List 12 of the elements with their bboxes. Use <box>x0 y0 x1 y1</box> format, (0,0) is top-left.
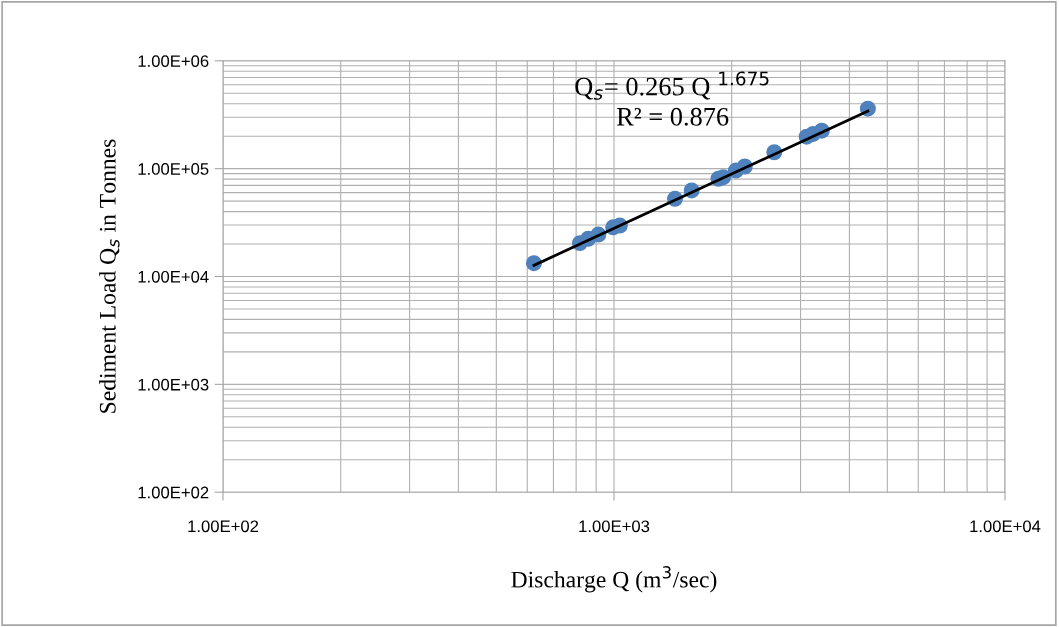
x-axis-title: Discharge Q (m$^{3}$/sec) <box>511 566 717 593</box>
y-tick-label: 1.00E+03 <box>138 378 209 391</box>
x-tick-label: 1.00E+02 <box>188 520 259 533</box>
y-axis-title: Sediment Load Q$_{s}$ in Tonnes <box>99 139 120 413</box>
annotation: Q$_{s}$= 0.265 Q $^{1.675}$ <box>575 71 769 100</box>
y-tick-label: 1.00E+05 <box>138 163 209 175</box>
y-tick-label: 1.00E+06 <box>138 55 209 68</box>
y-tick-label: 1.00E+04 <box>138 270 209 283</box>
annotation: R² = 0.876 <box>616 107 729 126</box>
x-tick-label: 1.00E+03 <box>579 520 650 533</box>
x-tick-label: 1.00E+04 <box>970 520 1041 533</box>
y-tick-label: 1.00E+02 <box>138 486 209 499</box>
